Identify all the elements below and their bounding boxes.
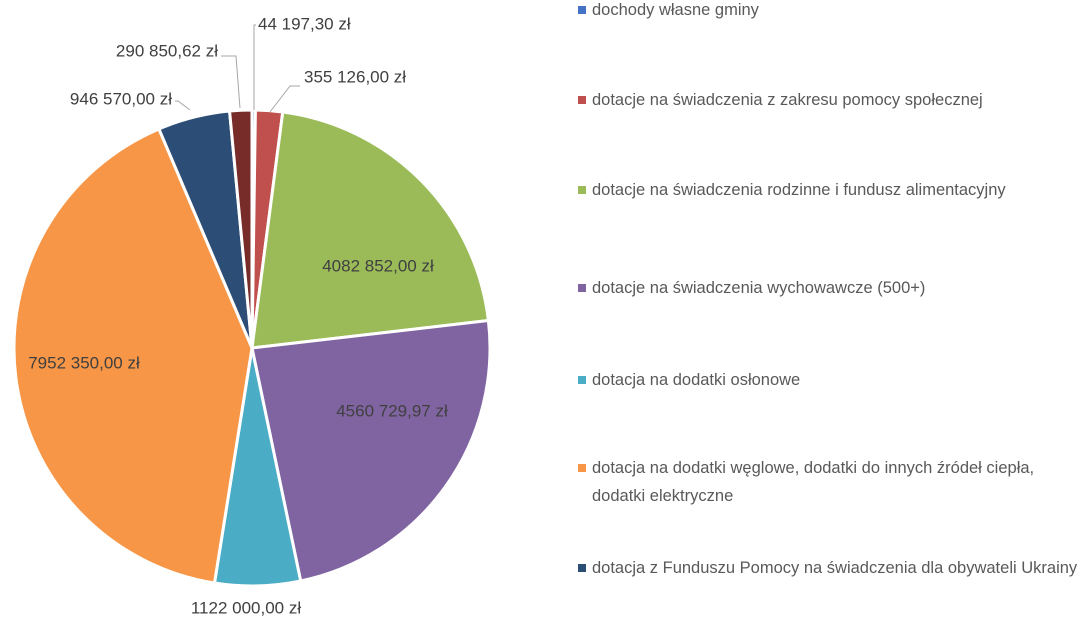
legend-swatch (578, 464, 586, 472)
legend-item: dotacje na świadczenia z zakresu pomocy … (578, 86, 1083, 114)
legend-swatch (578, 564, 586, 572)
leader-line (221, 55, 241, 109)
pie-slice (227, 108, 254, 349)
legend-swatch (578, 96, 586, 104)
data-label: 1122 000,00 zł (191, 598, 301, 617)
legend-item: dochody własne gminy (578, 0, 1083, 24)
legend-swatch (578, 376, 586, 384)
data-label: 44 197,30 zł (258, 14, 351, 33)
data-label: 4560 729,97 zł (336, 401, 448, 420)
legend-label: dotacje na świadczenia rodzinne i fundus… (592, 181, 1006, 199)
legend-label: dotacje na świadczenia wychowawcze (500+… (592, 279, 926, 297)
legend-item: dotacja na dodatki osłonowe (578, 366, 1083, 394)
pie-slice (12, 126, 254, 585)
legend-swatch (578, 6, 586, 14)
legend-swatch (578, 284, 586, 292)
leader-line (175, 100, 191, 111)
data-label: 4082 852,00 zł (322, 256, 434, 275)
legend-item: dotacja z Funduszu Pomocy na świadczenia… (578, 554, 1083, 582)
legend-label: dochody własne gminy (592, 1, 759, 19)
data-label: 7952 350,00 zł (28, 353, 140, 372)
data-label: 946 570,00 zł (70, 89, 172, 108)
legend-label: dotacja na dodatki osłonowe (592, 371, 801, 389)
legend-label: dotacja na dodatki węglowe, dodatki do i… (592, 459, 1035, 505)
legend-swatch (578, 186, 586, 194)
legend-item: dotacja na dodatki węglowe, dodatki do i… (578, 454, 1083, 510)
legend-item: dotacje na świadczenia rodzinne i fundus… (578, 176, 1083, 204)
pie-slice (250, 318, 492, 583)
leader-line (269, 85, 300, 113)
legend-label: dotacja z Funduszu Pomocy na świadczenia… (592, 559, 1078, 577)
legend-item: dotacje na świadczenia wychowawcze (500+… (578, 274, 1083, 302)
data-label: 290 850,62 zł (116, 41, 218, 60)
leader-line (253, 24, 256, 110)
data-label: 355 126,00 zł (304, 67, 406, 86)
pie-slice (250, 110, 491, 350)
legend-label: dotacje na świadczenia z zakresu pomocy … (592, 91, 983, 109)
